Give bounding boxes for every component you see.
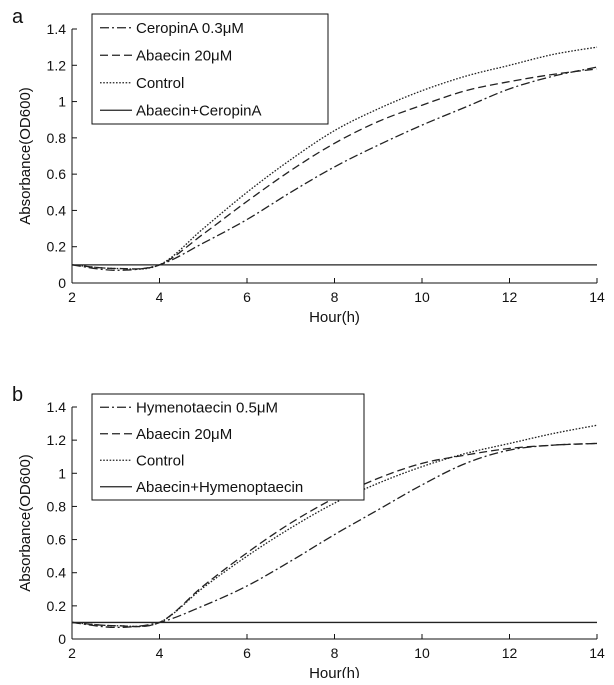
chart-a-svg: a 2 4 6 8 10 12 14 0 0.2 0.4 0.6 0.8 1 1.2 1.4 Hour(h) Ab… [12,6,605,326]
y-axis-title: Absorbance(OD600) [17,87,34,225]
y-tick-label: 1.4 [47,21,67,37]
chart-panel-a: a 2 4 6 8 10 12 14 0 0.2 0.4 0.6 0.8 1 1.2 1.4 Hour(h) Ab… [0,0,614,338]
x-tick-label: 10 [414,289,430,305]
chart-b-svg: b 2 4 6 8 10 12 14 0 0.2 0.4 0.6 0.8 1 1.2 1.4 Hour(h) Ab… [12,384,605,682]
legend-label-1: Hymenotaecin 0.5μM [136,399,278,416]
legend-label-2: Abaecin 20μM [136,426,232,443]
legend-label-2: Abaecin 20μM [136,47,232,64]
x-tick-label: 6 [243,645,251,661]
legend-box [91,13,329,125]
x-tick-label: 10 [414,645,430,661]
x-tick-label: 6 [243,289,251,305]
x-tick-label: 4 [156,289,164,305]
y-tick-label: 0.8 [47,498,67,514]
legend-label-3: Control [136,75,184,92]
x-axis-title: Hour(h) [309,309,360,326]
x-tick-label: 14 [589,289,605,305]
x-tick-label: 8 [331,645,339,661]
y-tick-label: 0 [58,275,66,291]
x-tick-label: 12 [502,289,518,305]
x-axis-title: Hour(h) [309,665,360,678]
y-tick-label: 1.2 [47,57,67,73]
y-tick-label: 0.4 [47,565,67,581]
legend-label-4: Abaecin+CeropinA [136,102,262,119]
panel-label: b [12,384,23,406]
y-tick-label: 1 [58,94,66,110]
y-tick-label: 0.6 [47,532,67,548]
x-tick-label: 2 [68,645,76,661]
y-tick-label: 0.6 [47,166,67,182]
y-tick-label: 1 [58,465,66,481]
series-line-3 [71,46,598,270]
legend-label-4: Abaecin+Hymenoptaecin [136,479,303,496]
legend-label-3: Control [136,452,184,469]
x-tick-label: 8 [331,289,339,305]
legend-box [91,393,365,501]
y-axis-title: Absorbance(OD600) [17,454,34,592]
panel-label: a [12,6,24,28]
x-tick-label: 2 [68,289,76,305]
y-tick-label: 0.4 [47,202,67,218]
x-tick-label: 12 [502,645,518,661]
y-tick-label: 0.2 [47,239,67,255]
x-tick-label: 14 [589,645,605,661]
y-tick-label: 1.2 [47,432,67,448]
legend-label-1: CeropinA 0.3μM [136,20,244,37]
x-tick-label: 4 [156,645,164,661]
y-tick-label: 0.2 [47,598,67,614]
y-tick-label: 1.4 [47,399,67,415]
y-tick-label: 0 [58,631,66,647]
chart-panel-b: b 2 4 6 8 10 12 14 0 0.2 0.4 0.6 0.8 1 1.2 1.4 Hour(h) Ab… [0,340,614,682]
y-tick-label: 0.8 [47,130,67,146]
